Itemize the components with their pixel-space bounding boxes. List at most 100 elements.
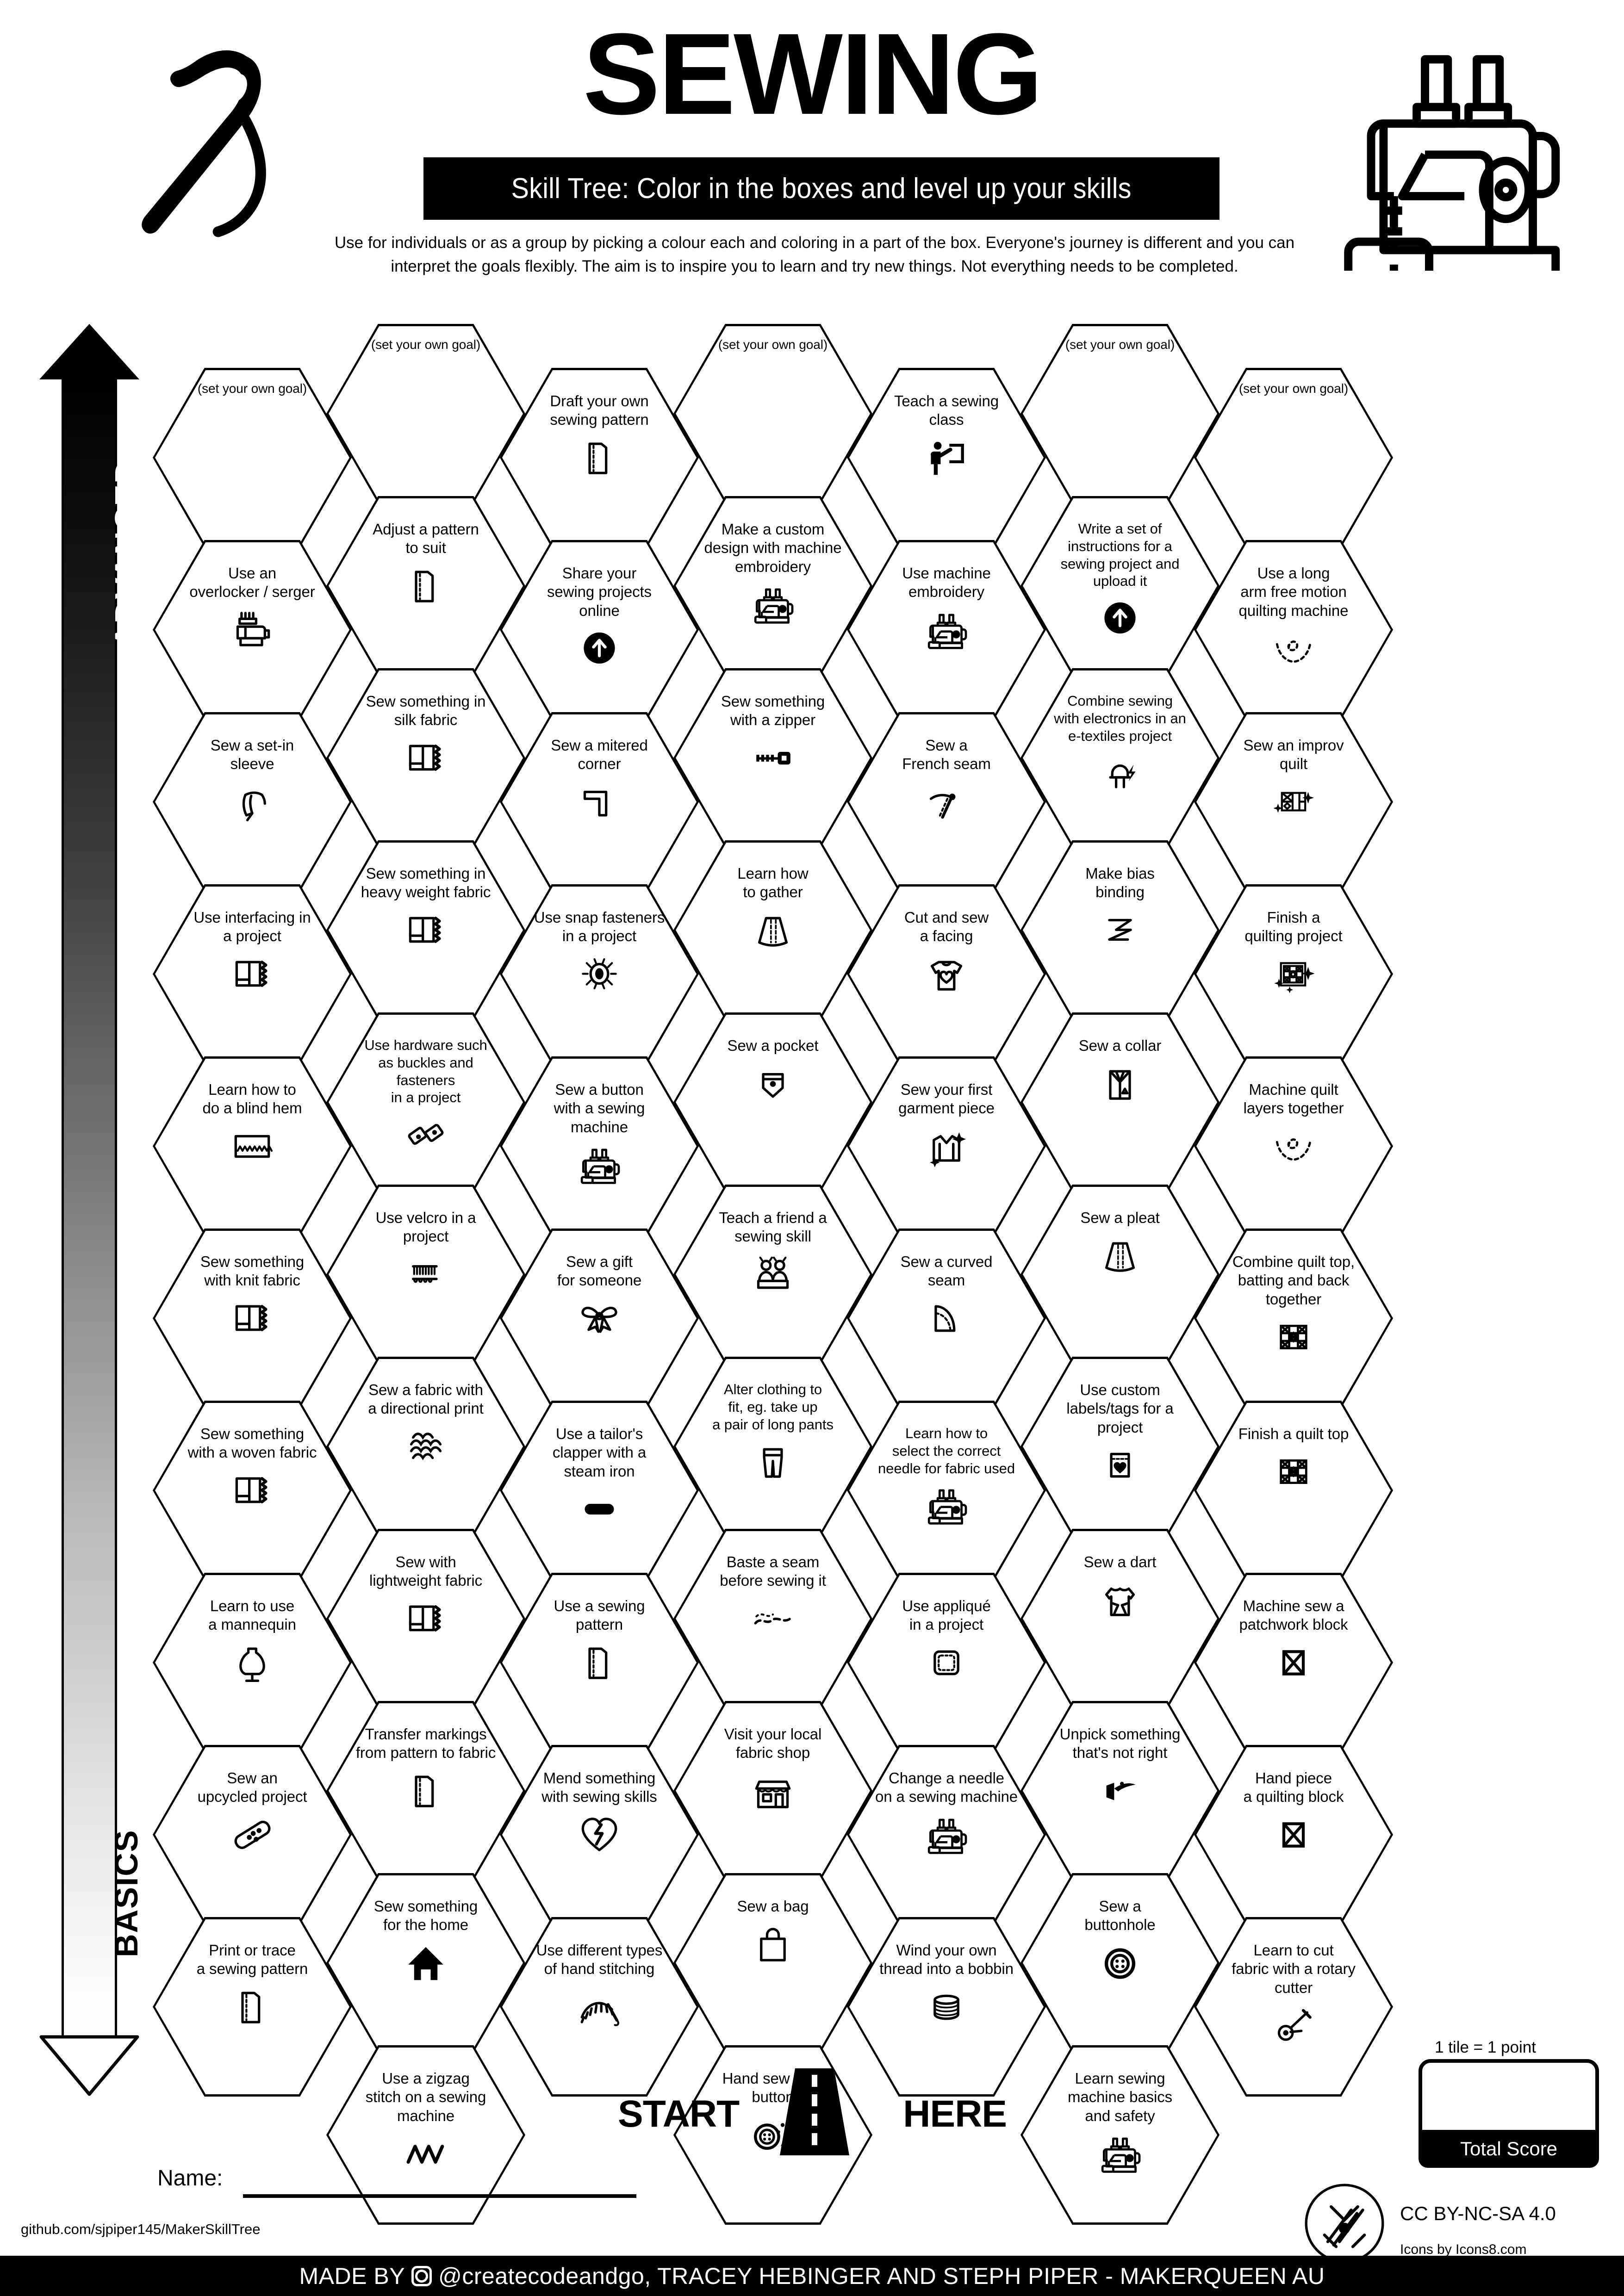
skill-hex[interactable]: Use a zigzag stitch on a sewing machine [326,2045,525,2225]
skill-hex-goal[interactable]: (set your own goal) [1020,324,1220,503]
skill-hex[interactable]: Sew something in silk fabric [326,668,525,848]
hex-content: Finish a quilt top [1194,1401,1393,1580]
skill-hex[interactable]: Use custom labels/tags for a project [1020,1357,1220,1536]
mannequin-icon [227,1638,278,1687]
skill-hex[interactable]: Sew a buttonhole [1020,1873,1220,2053]
hex-content: Make bias binding [1020,840,1220,1020]
skill-hex[interactable]: Use hardware such as buckles and fastener… [326,1012,525,1192]
skill-hex[interactable]: Sew a bag [673,1873,872,2053]
skill-hex[interactable]: Alter clothing to fit, eg. take up a pair … [673,1357,872,1536]
skill-hex[interactable]: Use a long arm free motion quilting machin… [1194,540,1393,720]
skill-hex[interactable]: Sew something with knit fabric [153,1229,352,1408]
skill-hex-goal[interactable]: (set your own goal) [153,368,352,547]
skill-hex[interactable]: Sew your first garment piece [847,1056,1046,1236]
total-score-band: Total Score [1419,2130,1599,2168]
skill-hex[interactable]: Write a set of instructions for a sewing p… [1020,496,1220,676]
skill-hex[interactable]: Sew a set-in sleeve [153,712,352,892]
skill-hex[interactable]: Finish a quilt top [1194,1401,1393,1580]
skill-hex[interactable]: Unpick something that's not right [1020,1701,1220,1880]
skill-hex[interactable]: Print or trace a sewing pattern [153,1917,352,2097]
skill-hex[interactable]: Use machine embroidery [847,540,1046,720]
skill-hex[interactable]: Learn how to gather [673,840,872,1020]
skill-hex[interactable]: Use a sewing pattern [500,1573,699,1752]
name-write-line[interactable] [243,2194,636,2198]
sleeve-icon [227,777,278,826]
skill-hex[interactable]: Change a needle on a sewing machine [847,1745,1046,1924]
skill-hex[interactable]: Use appliqué in a project [847,1573,1046,1752]
skill-hex[interactable]: Draft your own sewing pattern [500,368,699,547]
skill-hex[interactable]: Sew a button with a sewing machine [500,1056,699,1236]
hex-content: Sew a fabric with a directional print [326,1357,525,1536]
skill-hex[interactable]: Share your sewing projects online [500,540,699,720]
skill-hex[interactable]: Use a tailor's clapper with a steam iron [500,1401,699,1580]
hex-content: Use a tailor's clapper with a steam iron [500,1401,699,1580]
skill-hex[interactable]: Sew a French seam [847,712,1046,892]
skill-hex-goal[interactable]: (set your own goal) [673,324,872,503]
skill-hex[interactable]: Learn sewing machine basics and safety [1020,2045,1220,2225]
hex-label: Finish a quilting project [1244,909,1343,945]
skill-hex[interactable]: Combine sewing with electronics in an e-te… [1020,668,1220,848]
skill-hex[interactable]: Sew something with a zipper [673,668,872,848]
skill-hex[interactable]: Use velcro in a project [326,1185,525,1364]
skill-hex[interactable]: Finish a quilting project [1194,884,1393,1064]
hex-label: Sew something with a zipper [721,693,825,729]
page-header: SEWING Skill Tree: Color in the boxes an… [0,0,1624,300]
hex-label: Teach a sewing class [894,392,999,428]
skill-hex[interactable]: Sew an improv quilt [1194,712,1393,892]
skill-hex[interactable]: Adjust a pattern to suit [326,496,525,676]
hex-content: Finish a quilting project [1194,884,1393,1064]
skill-hex[interactable]: Sew a pocket [673,1012,872,1192]
skill-hex[interactable]: Learn how to select the correct needle for… [847,1401,1046,1580]
skill-hex[interactable]: Sew a gift for someone [500,1229,699,1408]
skill-hex[interactable]: Machine quilt layers together [1194,1056,1393,1236]
skill-hex[interactable]: Sew an upcycled project [153,1745,352,1924]
skill-hex-goal[interactable]: (set your own goal) [1194,368,1393,547]
skill-hex[interactable]: Use different types of hand stitching [500,1917,699,2097]
collar-icon [1095,1059,1145,1107]
total-score-box[interactable]: Total Score [1419,2059,1599,2168]
skill-hex[interactable]: Sew with lightweight fabric [326,1529,525,1708]
skill-hex[interactable]: Teach a sewing class [847,368,1046,547]
hex-content: Use a zigzag stitch on a sewing machine [326,2045,525,2225]
skill-hex[interactable]: Sew something in heavy weight fabric [326,840,525,1020]
skill-hex[interactable]: Transfer markings from pattern to fabric [326,1701,525,1880]
skill-hex[interactable]: Mend something with sewing skills [500,1745,699,1924]
skill-hex[interactable]: Use snap fasteners in a project [500,884,699,1064]
skill-hex[interactable]: Learn to use a mannequin [153,1573,352,1752]
skill-hex[interactable]: Teach a friend a sewing skill [673,1185,872,1364]
skill-hex[interactable]: Sew a dart [1020,1529,1220,1708]
skill-hex[interactable]: Hand piece a quilting block [1194,1745,1393,1924]
skill-hex[interactable]: Hand sew on a button [673,2045,872,2225]
skill-hex[interactable]: Sew a fabric with a directional print [326,1357,525,1536]
skill-hex[interactable]: Make a custom design with machine embroide… [673,496,872,676]
skill-hex[interactable]: Sew something for the home [326,1873,525,2053]
hex-content: Use a long arm free motion quilting machin… [1194,540,1393,720]
skill-hex[interactable]: Learn how to do a blind hem [153,1056,352,1236]
skill-hex[interactable]: Visit your local fabric shop [673,1701,872,1880]
name-field-row[interactable]: Name: [157,2166,805,2203]
skill-hex[interactable]: Sew a mitered corner [500,712,699,892]
made-by-prefix: MADE BY [299,2263,405,2289]
github-link[interactable]: github.com/sjpiper145/MakerSkillTree [21,2221,261,2237]
hex-label: Make a custom design with machine embroide… [704,521,842,575]
skill-hex[interactable]: Cut and sew a facing [847,884,1046,1064]
license-text: CC BY-NC-SA 4.0 [1400,2203,1556,2224]
skill-hex[interactable]: Use an overlocker / serger [153,540,352,720]
skill-hex[interactable]: Baste a seam before sewing it [673,1529,872,1708]
skill-hex[interactable]: Sew something with a woven fabric [153,1401,352,1580]
hex-label: Hand piece a quilting block [1243,1769,1344,1806]
hex-content: (set your own goal) [1194,368,1393,547]
hex-label: Learn to cut fabric with a rotary cutter [1232,1942,1356,1996]
skill-hex-goal[interactable]: (set your own goal) [326,324,525,503]
skill-hex[interactable]: Make bias binding [1020,840,1220,1020]
skill-hex[interactable]: Use interfacing in a project [153,884,352,1064]
skill-hex[interactable]: Learn to cut fabric with a rotary cutter [1194,1917,1393,2097]
skill-hex[interactable]: Combine quilt top, batting and back togeth… [1194,1229,1393,1408]
skill-hex[interactable]: Sew a pleat [1020,1185,1220,1364]
skill-hex[interactable]: Sew a collar [1020,1012,1220,1192]
instagram-icon [411,2265,432,2286]
hex-label: Share your sewing projects online [547,565,652,619]
skill-hex[interactable]: Machine sew a patchwork block [1194,1573,1393,1752]
skill-hex[interactable]: Wind your own thread into a bobbin [847,1917,1046,2097]
skill-hex[interactable]: Sew a curved seam [847,1229,1046,1408]
